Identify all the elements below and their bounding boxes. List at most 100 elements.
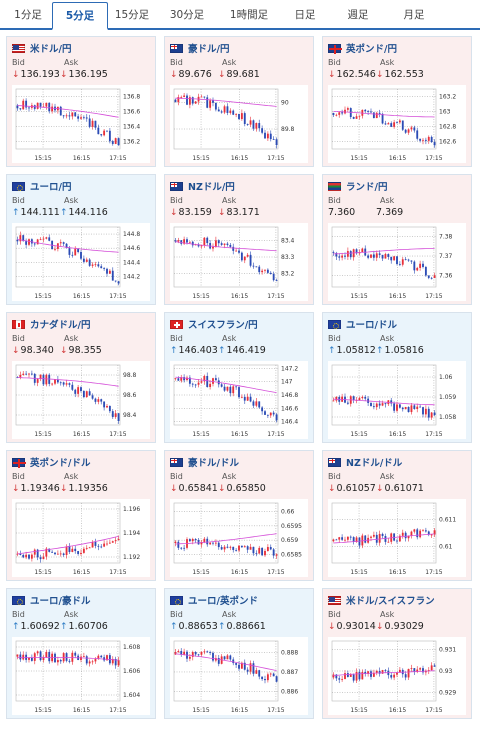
pair-name[interactable]: NZドル/ドル xyxy=(346,458,403,469)
candle-body xyxy=(48,548,51,552)
ch-flag-icon xyxy=(170,319,183,329)
currency-card[interactable]: ユーロ/英ポンド Bid Ask ↑0.88653 ↑0.88661 15:15 16:15… xyxy=(164,588,314,719)
card-title[interactable]: 英ポンド/ドル xyxy=(12,455,150,469)
price-chart[interactable]: 15:15 16:15 17:15 90 89.8 xyxy=(170,85,308,163)
pair-name[interactable]: ランド/円 xyxy=(346,182,388,193)
candle-body xyxy=(94,120,97,128)
candle-body xyxy=(235,663,238,665)
price-chart[interactable]: 15:15 16:15 17:15 163.2 163 162.8 162.6 xyxy=(328,85,466,163)
currency-card[interactable]: 米ドル/スイスフラン Bid Ask ↓0.93014 ↓0.93029 15:15 16:… xyxy=(322,588,472,719)
moving-average-line xyxy=(17,239,119,253)
pair-name[interactable]: 英ポンド/円 xyxy=(346,44,397,55)
price-chart[interactable]: 15:15 16:15 17:15 0.931 0.93 0.929 xyxy=(328,637,466,715)
card-title[interactable]: 豪ドル/ドル xyxy=(170,455,308,469)
candle-body xyxy=(346,673,349,677)
candle-body xyxy=(235,386,238,388)
price-chart[interactable]: 15:15 16:15 17:15 147.2 147 146.8 146.6 146.4 xyxy=(170,361,308,439)
price-chart[interactable]: 15:15 16:15 17:15 0.66 0.6595 0.659 0.6585 xyxy=(170,499,308,577)
pair-name[interactable]: 豪ドル/円 xyxy=(188,44,230,55)
card-title[interactable]: カナダドル/円 xyxy=(12,317,150,331)
bid-label: Bid xyxy=(12,196,25,205)
tab-4[interactable]: 30分足 xyxy=(169,9,205,21)
ask-label: Ask xyxy=(380,58,395,67)
tab-1[interactable]: 1分足 xyxy=(14,9,42,21)
candle-body xyxy=(355,671,358,681)
currency-card[interactable]: NZドル/ドル Bid Ask ↓0.61057 ↓0.61071 15:15 16:15 1… xyxy=(322,450,472,581)
tab-3[interactable]: 15分足 xyxy=(114,9,150,21)
ask-value: ↓162.553 xyxy=(376,69,424,80)
candle-body xyxy=(375,403,378,408)
price-chart[interactable]: 15:15 16:15 17:15 1.06 1.059 1.058 xyxy=(328,361,466,439)
currency-card[interactable]: カナダドル/円 Bid Ask ↓98.340 ↓98.355 15:15 16:15 17:… xyxy=(6,312,156,443)
pair-name[interactable]: NZドル/円 xyxy=(188,182,235,193)
pair-name[interactable]: 豪ドル/ドル xyxy=(188,458,239,469)
price-chart[interactable]: 15:15 16:15 17:15 1.196 1.194 1.192 xyxy=(12,499,150,577)
price-chart[interactable]: 15:15 16:15 17:15 7.38 7.37 7.36 xyxy=(328,223,466,301)
tab-6[interactable]: 日足 xyxy=(294,9,316,21)
us-flag-icon xyxy=(328,595,341,605)
currency-card[interactable]: 豪ドル/円 Bid Ask ↓89.676 ↓89.681 15:15 16:15 17:15… xyxy=(164,36,314,167)
pair-name[interactable]: スイスフラン/円 xyxy=(188,320,258,331)
currency-card[interactable]: ユーロ/ドル Bid Ask ↑1.05812 ↑1.05816 15:15 16:15 17… xyxy=(322,312,472,443)
up-arrow-icon: ↑ xyxy=(170,346,178,356)
currency-card[interactable]: 英ポンド/円 Bid Ask ↓162.546 ↓162.553 15:15 16:15 17… xyxy=(322,36,472,167)
card-title[interactable]: 米ドル/円 xyxy=(12,41,150,55)
currency-card[interactable]: 英ポンド/ドル Bid Ask ↓1.19346 ↓1.19356 15:15 16:15 1… xyxy=(6,450,156,581)
candle-body xyxy=(36,379,39,383)
tab-2[interactable]: 5分足 xyxy=(52,2,108,30)
card-title[interactable]: 英ポンド/円 xyxy=(328,41,466,55)
tab-8[interactable]: 月足 xyxy=(403,9,425,21)
candle-body xyxy=(42,374,45,385)
ask-value: ↑1.60706 xyxy=(60,621,108,632)
card-title[interactable]: ユーロ/豪ドル xyxy=(12,593,150,607)
pair-name[interactable]: ユーロ/豪ドル xyxy=(30,596,91,607)
candle-body xyxy=(433,275,436,278)
ask-label: Ask xyxy=(380,334,395,343)
currency-card[interactable]: ユーロ/円 Bid Ask ↑144.111 ↑144.116 15:15 16:15 17:… xyxy=(6,174,156,305)
card-title[interactable]: ランド/円 xyxy=(328,179,466,193)
up-arrow-icon: ↑ xyxy=(12,208,20,218)
down-arrow-icon: ↓ xyxy=(12,70,20,80)
tab-5[interactable]: 1時間足 xyxy=(229,9,269,21)
candle-body xyxy=(100,266,103,269)
card-title[interactable]: ユーロ/円 xyxy=(12,179,150,193)
candle-body xyxy=(398,120,401,123)
tab-7[interactable]: 週足 xyxy=(347,9,369,21)
currency-card[interactable]: 豪ドル/ドル Bid Ask ↓0.65841 ↓0.65850 15:15 16:15 17… xyxy=(164,450,314,581)
card-title[interactable]: 米ドル/スイスフラン xyxy=(328,593,466,607)
y-tick-label: 1.059 xyxy=(439,394,456,401)
candle-body xyxy=(16,105,19,109)
pair-name[interactable]: ユーロ/ドル xyxy=(346,320,397,331)
card-title[interactable]: NZドル/ドル xyxy=(328,455,466,469)
pair-name[interactable]: ユーロ/円 xyxy=(30,182,72,193)
price-chart[interactable]: 15:15 16:15 17:15 0.611 0.61 xyxy=(328,499,466,577)
price-chart[interactable]: 15:15 16:15 17:15 83.4 83.3 83.2 xyxy=(170,223,308,301)
bid-label: Bid xyxy=(328,58,341,67)
card-title[interactable]: スイスフラン/円 xyxy=(170,317,308,331)
candle-body xyxy=(30,239,33,244)
pair-name[interactable]: 米ドル/スイスフラン xyxy=(346,596,435,607)
currency-card[interactable]: スイスフラン/円 Bid Ask ↑146.403 ↑146.419 15:15 16:15… xyxy=(164,312,314,443)
currency-card[interactable]: 米ドル/円 Bid Ask ↓136.193 ↓136.195 15:15 16:15 17:… xyxy=(6,36,156,167)
price-chart[interactable]: 15:15 16:15 17:15 136.8 136.6 136.4 136.2 xyxy=(12,85,150,163)
card-title[interactable]: ユーロ/ドル xyxy=(328,317,466,331)
candle-body xyxy=(206,651,209,653)
pair-name[interactable]: カナダドル/円 xyxy=(30,320,91,331)
currency-card[interactable]: ランド/円 Bid Ask 7.360 7.369 15:15 16:15 17:15 7.38… xyxy=(322,174,472,305)
x-tick-label: 15:15 xyxy=(350,431,367,438)
pair-name[interactable]: 英ポンド/ドル xyxy=(30,458,91,469)
card-title[interactable]: NZドル/円 xyxy=(170,179,308,193)
card-title[interactable]: 豪ドル/円 xyxy=(170,41,308,55)
price-chart[interactable]: 15:15 16:15 17:15 1.608 1.606 1.604 xyxy=(12,637,150,715)
currency-card[interactable]: NZドル/円 Bid Ask ↓83.159 ↓83.171 15:15 16:15 17:1… xyxy=(164,174,314,305)
candle-body xyxy=(111,270,114,281)
card-title[interactable]: ユーロ/英ポンド xyxy=(170,593,308,607)
pair-name[interactable]: 米ドル/円 xyxy=(30,44,72,55)
candle-body xyxy=(264,411,266,415)
price-chart[interactable]: 15:15 16:15 17:15 0.888 0.887 0.886 xyxy=(170,637,308,715)
pair-name[interactable]: ユーロ/英ポンド xyxy=(188,596,258,607)
candle-body xyxy=(214,102,217,110)
price-chart[interactable]: 15:15 16:15 17:15 98.8 98.6 98.4 xyxy=(12,361,150,439)
currency-card[interactable]: ユーロ/豪ドル Bid Ask ↑1.60692 ↑1.60706 15:15 16:15 1… xyxy=(6,588,156,719)
price-chart[interactable]: 15:15 16:15 17:15 144.8 144.6 144.4 144.2 xyxy=(12,223,150,301)
